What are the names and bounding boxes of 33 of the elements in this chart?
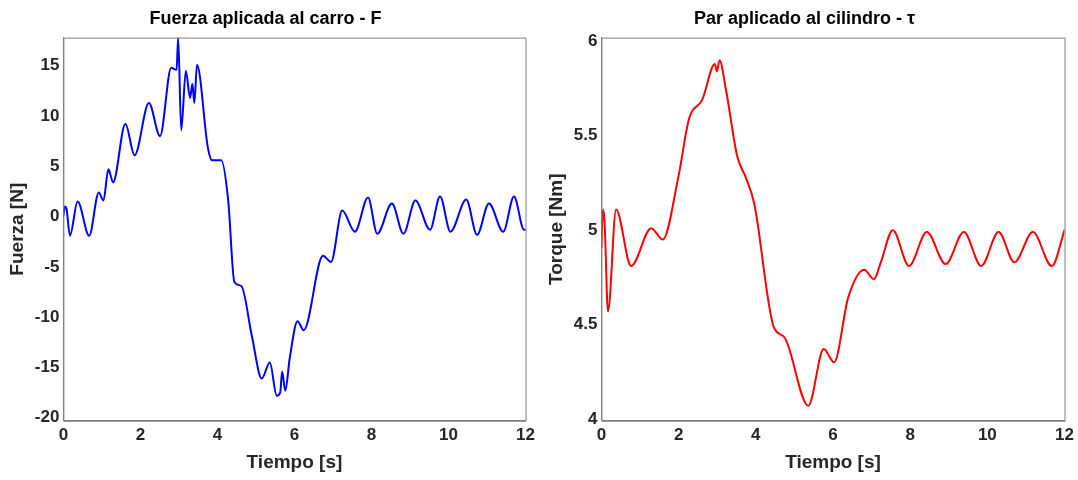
y-tick-label: -10 <box>34 306 60 326</box>
y-tick-label: 4 <box>587 408 598 428</box>
chart-title: Par aplicado al cilindro - τ <box>693 7 916 28</box>
y-tick-label: -15 <box>34 357 60 377</box>
x-axis-title: Tiempo [s] <box>246 450 343 472</box>
x-tick-label: 8 <box>366 424 377 444</box>
x-tick-label: 2 <box>135 424 146 444</box>
y-tick-label: -20 <box>34 407 60 427</box>
y-axis-title: Fuerza [N] <box>5 182 27 276</box>
x-tick-label: 4 <box>751 424 762 444</box>
x-tick-label: 6 <box>828 424 838 444</box>
x-tick-label: 2 <box>673 424 684 444</box>
x-tick-label: 8 <box>905 424 915 444</box>
y-tick-label: -5 <box>44 256 60 276</box>
line-series <box>63 37 526 397</box>
x-axis-title: Tiempo [s] <box>785 450 881 472</box>
y-tick-label: 5 <box>49 156 60 176</box>
y-tick-label: 10 <box>40 105 60 125</box>
x-tick-label: 6 <box>289 424 300 444</box>
y-tick-label: 4.5 <box>573 314 598 334</box>
y-tick-label: 5 <box>587 219 598 239</box>
y-tick-label: 5.5 <box>573 125 598 145</box>
chart-title: Fuerza aplicada al carro - F <box>149 7 382 28</box>
x-tick-label: 12 <box>1055 424 1075 444</box>
x-tick-label: 12 <box>516 424 536 444</box>
x-tick-label: 10 <box>439 424 458 444</box>
x-tick-label: 10 <box>977 424 997 444</box>
y-tick-label: 15 <box>40 55 60 75</box>
y-tick-label: 6 <box>587 31 598 51</box>
y-tick-label: 0 <box>49 206 60 226</box>
y-axis-title: Torque [Nm] <box>544 173 566 285</box>
x-tick-label: 4 <box>212 424 223 444</box>
line-series <box>601 59 1065 407</box>
